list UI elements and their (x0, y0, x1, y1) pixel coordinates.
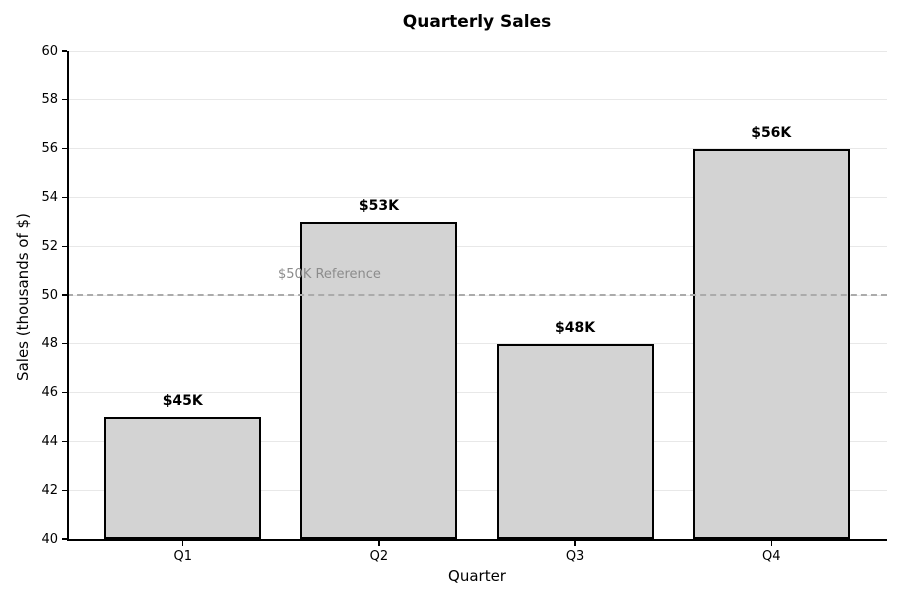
y-tick-mark (62, 147, 67, 150)
bar-q4 (692, 148, 850, 539)
x-tick-label-q1: Q1 (173, 549, 192, 564)
reference-line (67, 294, 887, 296)
y-tick-label: 52 (41, 238, 58, 254)
x-axis-label: Quarter (448, 567, 506, 585)
y-tick-label: 48 (41, 336, 58, 352)
y-tick-mark (62, 99, 67, 101)
x-tick-mark (378, 540, 380, 546)
gridline (67, 392, 887, 394)
y-tick-label: 46 (41, 385, 58, 401)
y-tick-label: 56 (41, 141, 58, 157)
bar-q3 (496, 343, 654, 539)
y-tick-label: 42 (41, 482, 58, 498)
y-tick-label: 54 (41, 189, 58, 205)
y-tick-mark (62, 196, 67, 199)
bar-q1 (104, 417, 262, 539)
y-tick-mark (62, 538, 67, 540)
bar-q2 (300, 221, 458, 539)
gridline (67, 489, 887, 491)
gridline (67, 245, 887, 247)
gridline (67, 99, 887, 101)
y-tick-mark (62, 343, 67, 345)
y-tick-mark (62, 489, 67, 491)
y-tick-mark (62, 440, 67, 443)
y-tick-label: 50 (41, 287, 58, 303)
y-tick-label: 58 (41, 92, 58, 108)
y-tick-mark (62, 391, 67, 394)
x-tick-label-q3: Q3 (565, 549, 585, 564)
x-tick-mark (574, 540, 576, 546)
y-tick-label: 44 (41, 433, 58, 449)
reference-line-label: $50K Reference (278, 267, 381, 282)
gridline (67, 50, 887, 52)
y-tick-label: 60 (41, 43, 58, 59)
y-tick-mark (62, 245, 67, 247)
x-tick-mark (182, 540, 184, 546)
bar-value-label: $45K (162, 393, 203, 409)
y-tick-mark (62, 50, 67, 52)
x-axis-spine (67, 539, 887, 541)
bar-value-label: $48K (555, 319, 596, 336)
x-tick-mark (770, 540, 772, 546)
chart-title: Quarterly Sales (402, 12, 552, 32)
bar-value-label: $53K (358, 197, 399, 214)
gridline (67, 148, 887, 150)
x-tick-label-q4: Q4 (761, 549, 781, 564)
gridline (67, 343, 887, 345)
y-axis-spine (67, 51, 69, 539)
y-tick-label: 40 (41, 531, 58, 547)
gridline (67, 440, 887, 442)
y-tick-mark (62, 294, 67, 296)
y-axis-label: Sales (thousands of $) (14, 213, 32, 381)
bar-value-label: $56K (751, 124, 792, 141)
gridline (67, 196, 887, 198)
x-tick-label-q2: Q2 (369, 549, 389, 564)
